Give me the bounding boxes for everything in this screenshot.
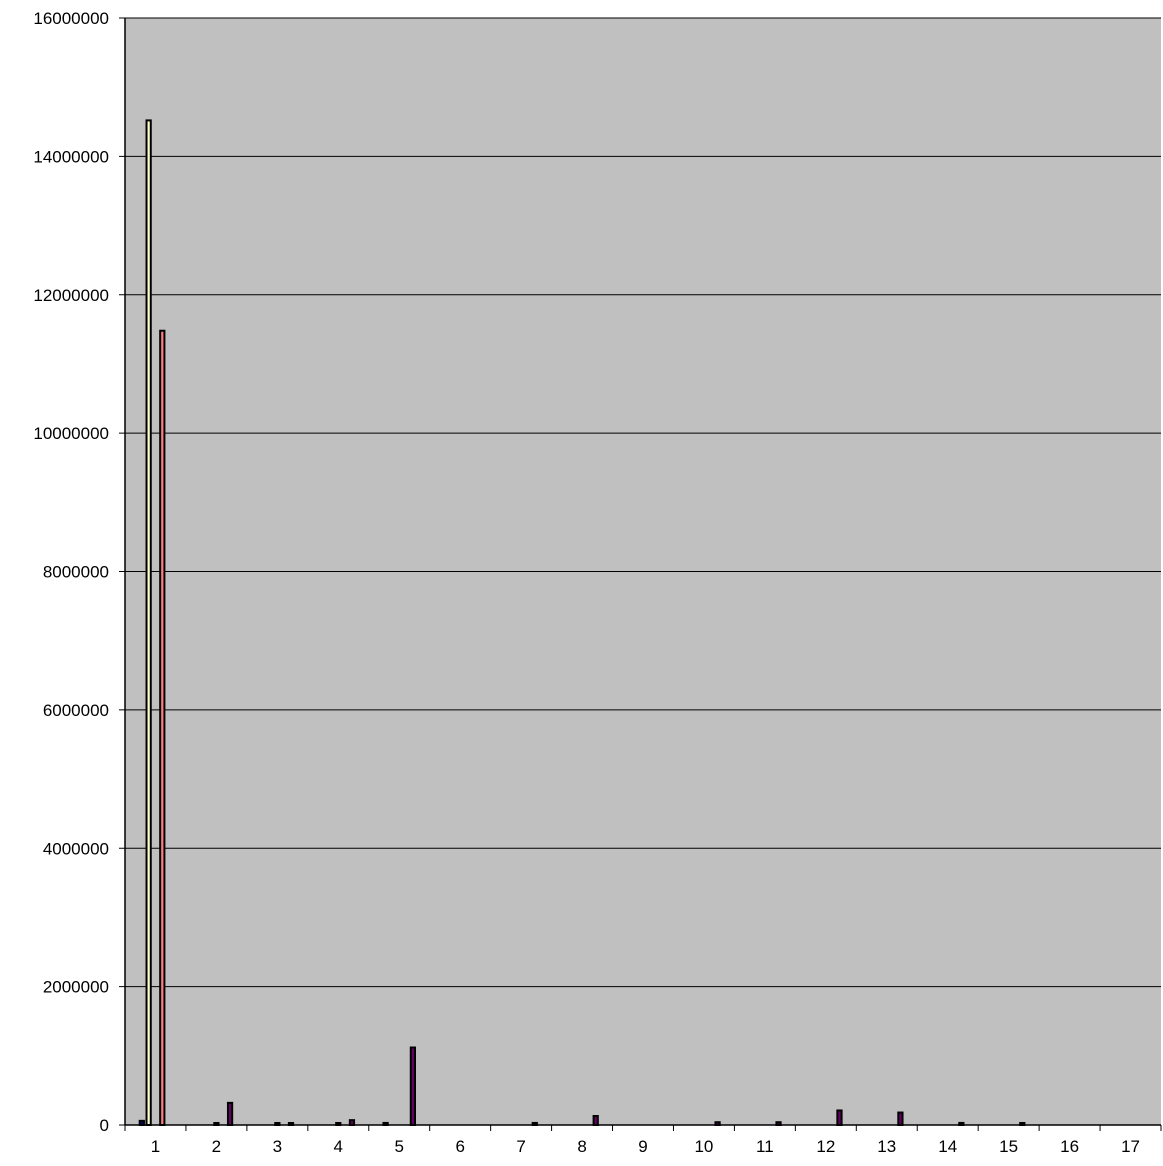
- x-tick-label: 10: [694, 1137, 713, 1156]
- x-tick-label: 1: [151, 1137, 160, 1156]
- x-tick-label: 15: [999, 1137, 1018, 1156]
- bar-1-s2: [145, 119, 152, 1126]
- y-tick-label: 2000000: [43, 978, 109, 997]
- y-tick-label: 4000000: [43, 839, 109, 858]
- bar-13-s5: [897, 1111, 904, 1127]
- x-tick-label: 9: [638, 1137, 647, 1156]
- x-tick-label: 5: [395, 1137, 404, 1156]
- y-tick-label: 10000000: [33, 424, 109, 443]
- y-tick-label: 12000000: [33, 286, 109, 305]
- x-tick-label: 13: [877, 1137, 896, 1156]
- y-tick-label: 16000000: [33, 9, 109, 28]
- bar-2-s5: [226, 1101, 234, 1126]
- x-tick-label: 16: [1060, 1137, 1079, 1156]
- x-tick-label: 4: [334, 1137, 343, 1156]
- x-tick-label: 12: [816, 1137, 835, 1156]
- gridlines: [119, 17, 1161, 1126]
- x-tick-labels: 1 2 3 4 5 6 7 8 9 10 11 12 13 14 15 16 17: [151, 1137, 1140, 1156]
- y-tick-labels: 0 2000000 4000000 6000000 8000000 10000000 120…: [33, 9, 109, 1135]
- x-tick-label: 3: [273, 1137, 282, 1156]
- x-tick-label: 14: [938, 1137, 957, 1156]
- y-tick-label: 0: [100, 1116, 109, 1135]
- bar-12-s5: [836, 1109, 843, 1126]
- x-tick-label: 8: [577, 1137, 586, 1156]
- bar-1-s4: [159, 329, 166, 1127]
- x-tick-label: 7: [516, 1137, 525, 1156]
- bar-5-s5: [409, 1046, 417, 1127]
- x-tick-label: 11: [756, 1137, 774, 1156]
- y-tick-label: 8000000: [43, 563, 109, 582]
- x-tick-label: 6: [455, 1137, 464, 1156]
- y-tick-label: 14000000: [33, 147, 109, 166]
- axes: [124, 18, 1162, 1131]
- x-tick-label: 2: [212, 1137, 221, 1156]
- y-tick-label: 6000000: [43, 701, 109, 720]
- x-tick-label: 17: [1121, 1137, 1140, 1156]
- bar-8-s5: [592, 1115, 599, 1126]
